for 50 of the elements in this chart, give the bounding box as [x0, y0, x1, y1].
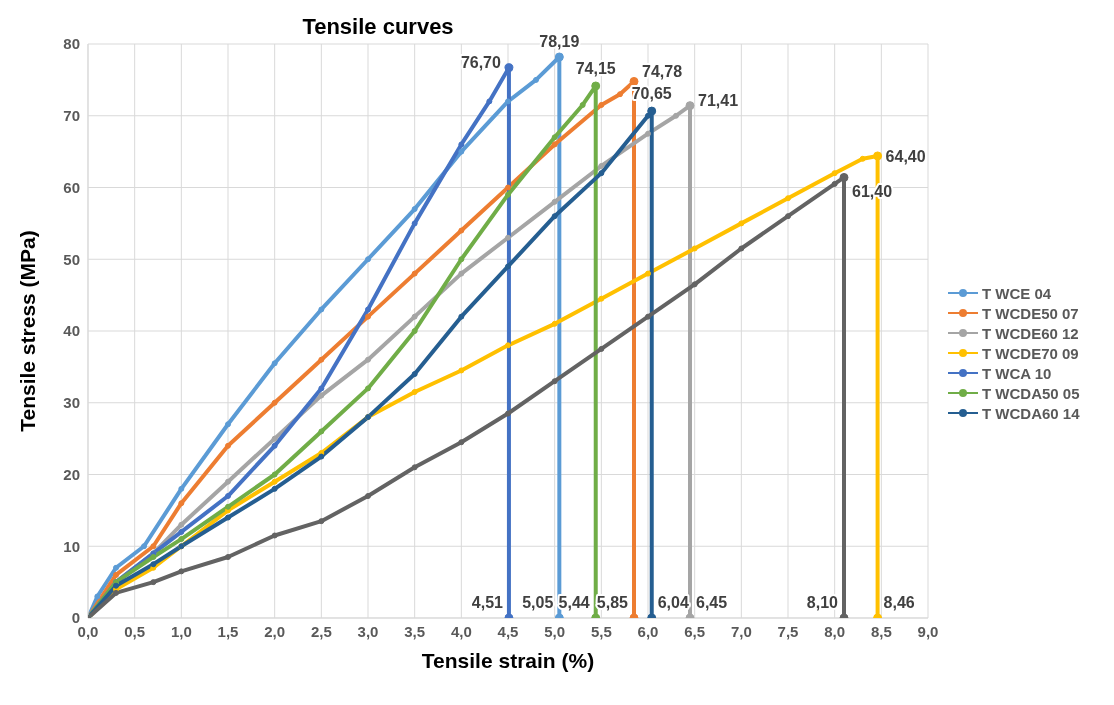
y-tick-label: 80: [63, 35, 80, 53]
x-tick-label: 1,0: [170, 622, 192, 640]
annotation: 5,05: [522, 594, 554, 611]
annotation: 78,19: [539, 32, 580, 50]
x-tick-label: 8,5: [870, 622, 892, 640]
legend-label: T WCDE70 09: [982, 344, 1079, 362]
x-tick-label: 6,5: [684, 622, 706, 640]
annotation: 6,45: [696, 594, 728, 611]
x-axis-title: Tensile strain (%): [421, 649, 595, 672]
x-tick-label: 3,0: [357, 622, 379, 640]
x-tick-label: 5,5: [590, 622, 612, 640]
x-tick-label: 4,5: [497, 622, 519, 640]
annotation: 4,51: [471, 594, 504, 611]
y-tick-label: 0: [71, 609, 80, 627]
x-tick-label: 1,5: [217, 622, 239, 640]
x-tick-label: 2,0: [264, 622, 286, 640]
annotation: 71,41: [698, 91, 739, 109]
annotation: 76,70: [460, 53, 502, 71]
legend-label: T WCDA50 05: [982, 384, 1080, 402]
chart-title: Tensile curves: [302, 14, 454, 39]
x-tick-label: 6,0: [637, 622, 659, 640]
x-tick-label: 3,5: [404, 622, 426, 640]
x-tick-label: 0,0: [77, 622, 99, 640]
x-tick-label: 7,0: [730, 622, 752, 640]
legend-label: T WCA 10: [982, 364, 1052, 382]
legend-label: T WCDE60 12: [982, 324, 1079, 342]
y-tick-label: 20: [63, 465, 80, 483]
y-axis-title: Tensile stress (MPa): [16, 230, 40, 432]
annotation: 74,78: [642, 63, 683, 81]
y-tick-label: 40: [63, 322, 80, 340]
legend-label: T WCDA60 14: [982, 404, 1080, 422]
x-tick-label: 9,0: [917, 622, 939, 640]
x-tick-label: 5,0: [544, 622, 566, 640]
annotation: 8,46: [883, 594, 915, 611]
annotation: 8,10: [806, 594, 839, 611]
y-tick-label: 60: [63, 178, 80, 196]
x-tick-label: 8,0: [824, 622, 846, 640]
annotation: 64,40: [885, 147, 926, 165]
annotation: 74,15: [575, 59, 616, 77]
annotation: 6,04: [657, 594, 689, 611]
x-tick-label: 0,5: [124, 622, 146, 640]
x-tick-label: 2,5: [310, 622, 332, 640]
x-tick-label: 4,0: [450, 622, 472, 640]
y-tick-label: 70: [63, 107, 80, 125]
y-tick-label: 50: [63, 250, 80, 268]
legend-label: T WCDE50 07: [982, 304, 1079, 322]
y-tick-label: 30: [63, 394, 80, 412]
x-tick-label: 7,5: [777, 622, 799, 640]
legend-label: T WCE 04: [982, 284, 1052, 302]
y-tick-label: 10: [63, 537, 80, 555]
